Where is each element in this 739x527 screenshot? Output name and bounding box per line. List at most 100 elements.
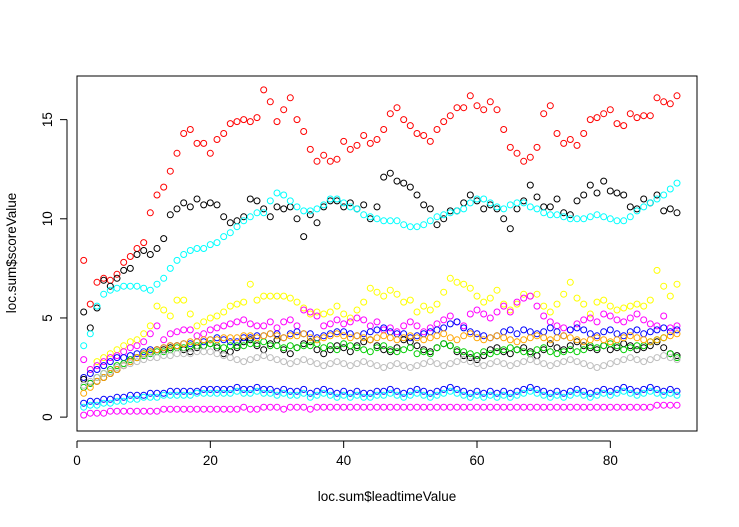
data-point <box>346 393 354 401</box>
data-point <box>333 197 341 205</box>
data-point <box>506 403 514 411</box>
data-point <box>173 405 181 413</box>
data-point <box>306 330 314 338</box>
data-point <box>186 310 194 318</box>
data-point <box>340 387 348 395</box>
data-point <box>666 292 674 300</box>
data-point <box>420 201 428 209</box>
data-point <box>393 328 401 336</box>
data-point <box>606 360 614 368</box>
data-point <box>580 342 588 350</box>
data-point <box>500 328 508 336</box>
data-point <box>133 358 141 366</box>
data-point <box>393 348 401 356</box>
data-point <box>146 330 154 338</box>
data-point <box>633 326 641 334</box>
data-point <box>506 306 514 314</box>
data-point <box>540 387 548 395</box>
data-point <box>373 288 381 296</box>
data-point <box>120 266 128 274</box>
data-point <box>620 387 628 395</box>
data-point <box>580 215 588 223</box>
data-point <box>393 336 401 344</box>
data-point <box>446 207 454 215</box>
data-point <box>113 274 121 282</box>
data-point <box>606 403 614 411</box>
data-point <box>633 387 641 395</box>
data-point <box>493 389 501 397</box>
y-tick-label: 0 <box>40 413 55 421</box>
data-point <box>160 391 168 399</box>
data-point <box>260 322 268 330</box>
data-point <box>80 374 88 381</box>
data-point <box>573 338 581 346</box>
data-point <box>146 322 154 330</box>
data-point <box>113 352 121 360</box>
data-point <box>586 336 594 344</box>
data-point <box>273 387 281 395</box>
data-point <box>606 387 614 395</box>
data-point <box>326 403 334 411</box>
data-point <box>453 385 461 393</box>
data-point <box>186 405 194 413</box>
data-point <box>653 336 661 344</box>
data-point <box>286 350 294 358</box>
data-point <box>186 387 194 395</box>
data-point <box>513 338 521 346</box>
data-point <box>520 385 528 393</box>
data-point <box>660 98 668 106</box>
data-point <box>333 155 341 163</box>
data-point <box>306 211 314 219</box>
data-point <box>100 276 108 284</box>
data-point <box>460 322 468 330</box>
data-point <box>373 362 381 370</box>
data-point <box>206 405 214 413</box>
data-point <box>406 183 414 191</box>
data-point <box>220 334 228 342</box>
data-point <box>486 98 494 106</box>
data-point <box>233 300 241 308</box>
data-point <box>253 322 261 330</box>
data-point <box>280 346 288 354</box>
data-point <box>586 389 594 397</box>
data-point <box>446 342 454 350</box>
data-point <box>200 318 208 326</box>
data-point <box>373 387 381 395</box>
x-axis: 0 20 40 60 80 <box>73 440 618 468</box>
data-point <box>640 336 648 344</box>
data-point <box>100 409 108 417</box>
data-point <box>466 393 474 401</box>
data-point <box>466 284 474 292</box>
data-point <box>360 334 368 342</box>
data-point <box>206 385 214 393</box>
data-point <box>633 205 641 213</box>
data-point <box>613 217 621 225</box>
data-point <box>280 405 288 413</box>
data-point <box>500 346 508 354</box>
data-point <box>593 391 601 399</box>
data-point <box>626 302 634 310</box>
data-point <box>286 360 294 368</box>
data-point <box>266 403 274 411</box>
data-point <box>500 334 508 342</box>
data-point <box>566 342 574 350</box>
data-point <box>460 348 468 356</box>
data-point <box>113 397 121 405</box>
data-point <box>546 203 554 211</box>
data-point <box>520 290 528 298</box>
data-point <box>180 405 188 413</box>
data-point <box>313 391 321 399</box>
data-point <box>326 320 334 328</box>
data-point <box>313 157 321 165</box>
data-point <box>500 360 508 368</box>
data-point <box>553 328 561 336</box>
data-point <box>393 177 401 185</box>
data-point <box>386 346 394 354</box>
data-point <box>160 389 168 397</box>
data-point <box>333 389 341 397</box>
data-point <box>373 334 381 342</box>
data-point <box>480 310 488 318</box>
data-point <box>313 340 321 348</box>
data-point <box>553 322 561 330</box>
data-point <box>353 360 361 368</box>
